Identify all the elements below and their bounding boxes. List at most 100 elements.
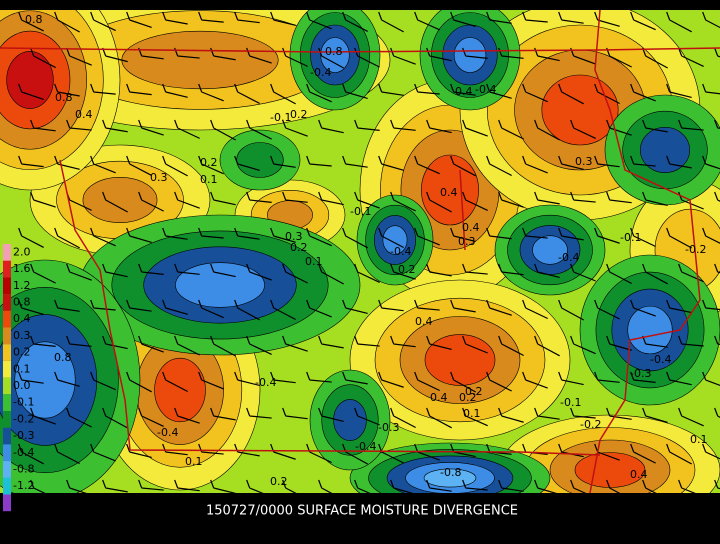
- wind-barb: [462, 479, 488, 491]
- wind-barb: [390, 119, 416, 131]
- wind-barb: [138, 191, 164, 212]
- wind-barb: [522, 371, 548, 389]
- contour-label: -0.4: [355, 440, 376, 453]
- wind-barb: [702, 443, 720, 460]
- wind-barb: [450, 443, 476, 458]
- contour-label: -0.1: [350, 205, 371, 218]
- wind-barb: [354, 479, 371, 493]
- wind-barb: [90, 11, 116, 32]
- wind-barb: [198, 83, 224, 102]
- contour-label: 0.2: [290, 241, 308, 254]
- wind-barb: [390, 407, 416, 429]
- contour-label: -0.2: [580, 418, 601, 431]
- wind-barb: [498, 479, 524, 492]
- wind-barb: [642, 407, 668, 424]
- wind-barb: [702, 227, 720, 244]
- contour-label: -0.3: [630, 367, 651, 380]
- wind-barb: [306, 299, 332, 318]
- wind-barb: [498, 335, 524, 357]
- wind-barb: [102, 335, 128, 350]
- legend-swatch: [3, 260, 11, 278]
- wind-barb: [18, 227, 44, 248]
- wind-barb: [606, 119, 632, 136]
- wind-barb: [630, 299, 656, 317]
- wind-barb: [54, 227, 80, 249]
- map-area: 0.80.80.4-0.40.8 0.4-0.10.20.3 0.10.2-0.40…: [0, 10, 720, 493]
- wind-barb: [54, 443, 80, 465]
- wind-barb: [426, 47, 452, 62]
- wind-barb: [414, 299, 440, 311]
- legend-swatch: [3, 244, 11, 261]
- wind-barb: [378, 83, 404, 96]
- wind-barb: [246, 335, 272, 356]
- contour-band: [154, 357, 206, 423]
- wind-barb: [126, 371, 152, 393]
- legend-swatch: [3, 444, 11, 462]
- legend-swatch: [3, 294, 11, 311]
- wind-barb: [18, 299, 44, 316]
- wind-barb: [210, 407, 236, 421]
- wind-barb: [126, 155, 152, 176]
- wind-barb: [558, 83, 584, 105]
- wind-barb: [534, 263, 560, 279]
- contour-band: [627, 305, 673, 355]
- wind-barb: [18, 155, 44, 168]
- contour-band: [423, 468, 477, 488]
- contour-label: 0.8: [54, 351, 72, 364]
- wind-barb: [462, 119, 488, 137]
- wind-barb: [246, 407, 272, 419]
- wind-barb: [126, 11, 152, 28]
- wind-barb: [666, 443, 692, 465]
- contour-label: -0.2: [685, 243, 706, 256]
- wind-barb: [282, 119, 308, 137]
- wind-barb: [486, 371, 512, 392]
- wind-barb: [534, 479, 557, 493]
- wind-barb: [234, 299, 260, 321]
- wind-barb: [90, 83, 116, 95]
- wind-barb: [210, 119, 236, 141]
- wind-barb: [126, 443, 152, 459]
- legend-swatch: [3, 494, 11, 512]
- contour-band: [532, 235, 568, 265]
- wind-barb: [678, 407, 704, 427]
- contour-label: -0.4: [650, 353, 671, 366]
- wind-barb: [342, 11, 368, 32]
- contour-fills: [0, 10, 720, 493]
- wind-barb: [306, 227, 332, 247]
- wind-barb: [486, 299, 512, 316]
- wind-barb: [606, 191, 632, 204]
- contour-label: 0.3: [575, 155, 593, 168]
- wind-barb: [630, 155, 656, 167]
- wind-barb: [318, 407, 344, 423]
- wind-barb: [138, 407, 164, 428]
- wind-barb: [198, 155, 224, 175]
- wind-barb: [282, 335, 308, 352]
- wind-barb: [498, 263, 524, 276]
- wind-barb: [714, 263, 720, 274]
- wind-barb: [306, 11, 332, 30]
- wind-barb: [594, 443, 620, 461]
- wind-barb: [210, 479, 236, 493]
- wind-barb: [174, 335, 200, 356]
- wind-barb: [606, 335, 632, 351]
- wind-barb: [414, 443, 440, 461]
- wind-barb: [414, 11, 440, 31]
- wind-barb: [306, 155, 332, 167]
- wind-barb: [246, 119, 272, 140]
- contour-band: [6, 51, 54, 109]
- wind-barb: [54, 371, 80, 387]
- wind-barb: [270, 11, 296, 26]
- legend-label: -1.6: [13, 496, 34, 509]
- wind-barb: [162, 11, 188, 25]
- wind-barb: [306, 83, 332, 103]
- wind-barb: [678, 263, 704, 283]
- wind-barb: [90, 443, 116, 462]
- legend-swatch: [3, 344, 11, 361]
- wind-barb: [18, 443, 44, 465]
- wind-barb: [174, 119, 200, 139]
- wind-barb: [342, 83, 368, 100]
- wind-barb: [570, 191, 596, 203]
- wind-barb: [702, 155, 720, 170]
- contour-label: 0.4: [415, 315, 433, 328]
